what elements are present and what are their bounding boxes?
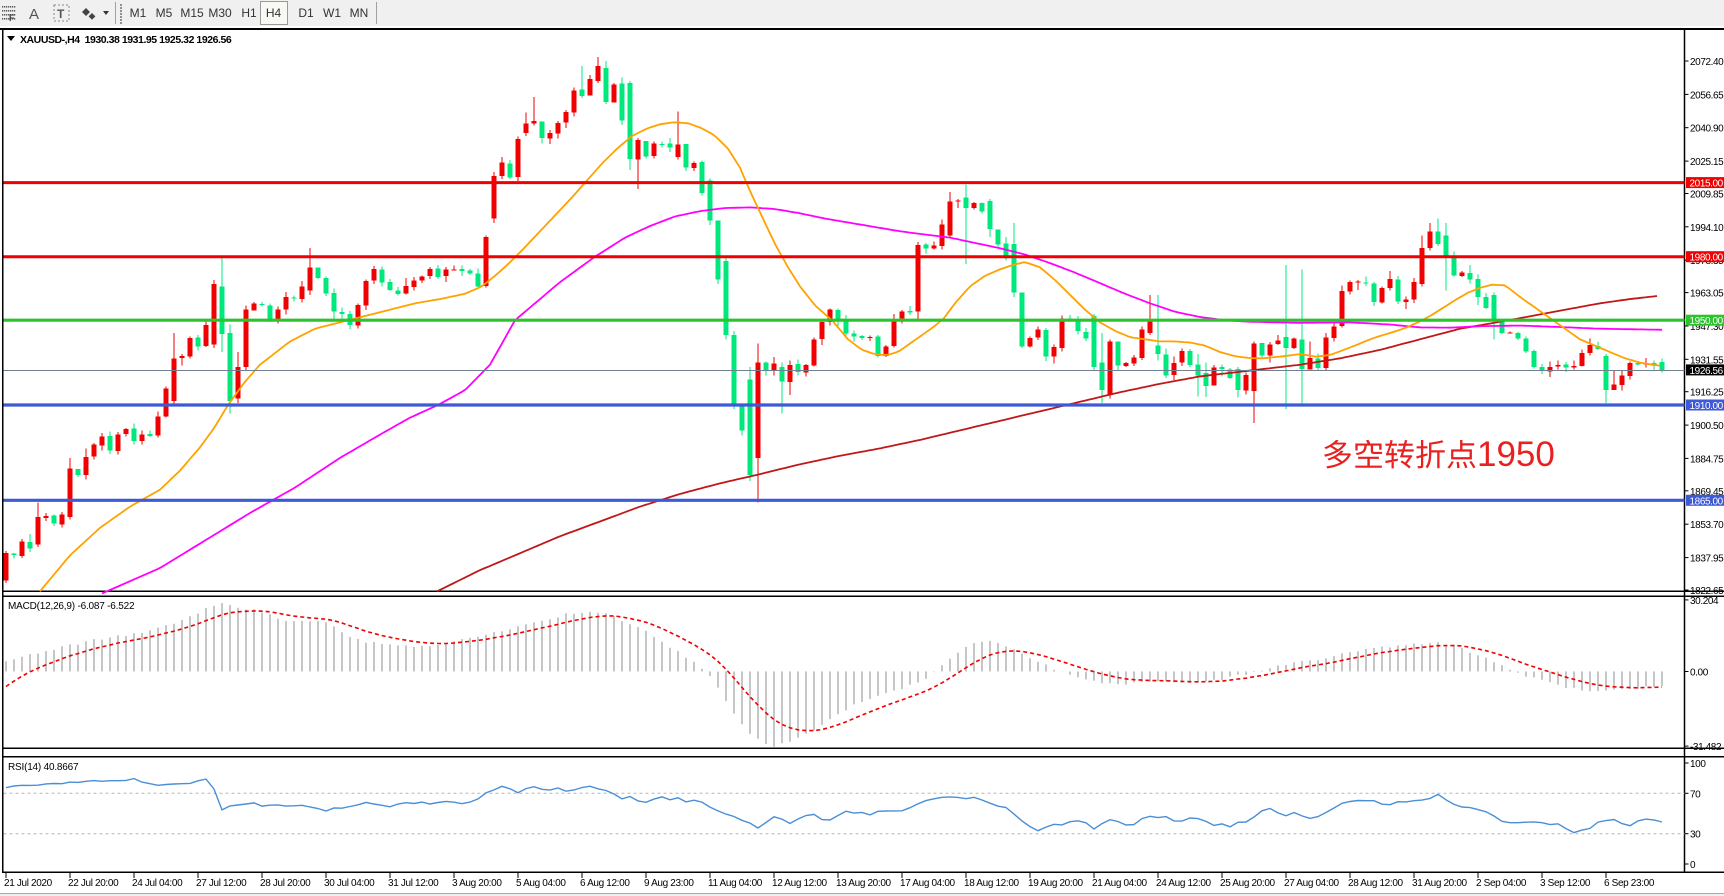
svg-text:9 Aug 23:00: 9 Aug 23:00 xyxy=(644,878,694,889)
svg-text:1853.70: 1853.70 xyxy=(1690,520,1724,531)
svg-text:XAUUSD-,H4 1930.38 1931.95 19: XAUUSD-,H4 1930.38 1931.95 1925.32 1926.… xyxy=(20,34,232,46)
svg-text:F: F xyxy=(9,13,15,23)
svg-text:2072.40: 2072.40 xyxy=(1690,57,1724,68)
svg-text:2009.85: 2009.85 xyxy=(1690,190,1724,201)
svg-text:28 Jul 20:00: 28 Jul 20:00 xyxy=(260,878,311,889)
svg-text:1910.00: 1910.00 xyxy=(1690,401,1724,412)
svg-text:3 Sep 12:00: 3 Sep 12:00 xyxy=(1540,878,1591,889)
svg-text:2 Sep 04:00: 2 Sep 04:00 xyxy=(1476,878,1527,889)
svg-text:21 Aug 04:00: 21 Aug 04:00 xyxy=(1092,878,1148,889)
svg-text:1822.65: 1822.65 xyxy=(1690,586,1724,597)
svg-text:H1: H1 xyxy=(241,6,257,20)
svg-text:2015.00: 2015.00 xyxy=(1690,179,1724,190)
svg-text:0: 0 xyxy=(1690,860,1696,871)
svg-text:19 Aug 20:00: 19 Aug 20:00 xyxy=(1028,878,1084,889)
svg-text:1947.30: 1947.30 xyxy=(1690,322,1724,333)
svg-text:6 Aug 12:00: 6 Aug 12:00 xyxy=(580,878,630,889)
svg-text:1950.00: 1950.00 xyxy=(1690,316,1724,327)
svg-text:1950: 1950 xyxy=(1477,435,1555,474)
svg-text:12 Aug 12:00: 12 Aug 12:00 xyxy=(772,878,828,889)
svg-text:M5: M5 xyxy=(156,6,173,20)
svg-text:100: 100 xyxy=(1690,759,1706,770)
svg-text:1916.25: 1916.25 xyxy=(1690,388,1724,399)
svg-text:28 Aug 12:00: 28 Aug 12:00 xyxy=(1348,878,1404,889)
svg-text:31 Aug 20:00: 31 Aug 20:00 xyxy=(1412,878,1468,889)
svg-text:2040.90: 2040.90 xyxy=(1690,124,1724,135)
svg-text:1865.00: 1865.00 xyxy=(1690,496,1724,507)
svg-text:1931.55: 1931.55 xyxy=(1690,355,1724,366)
svg-text:6 Sep 23:00: 6 Sep 23:00 xyxy=(1604,878,1655,889)
svg-text:H4: H4 xyxy=(266,6,282,20)
svg-text:24 Aug 12:00: 24 Aug 12:00 xyxy=(1156,878,1212,889)
svg-text:1926.56: 1926.56 xyxy=(1690,366,1724,377)
svg-text:27 Jul 12:00: 27 Jul 12:00 xyxy=(196,878,247,889)
svg-text:1963.05: 1963.05 xyxy=(1690,289,1724,300)
svg-text:27 Aug 04:00: 27 Aug 04:00 xyxy=(1284,878,1340,889)
svg-text:2025.15: 2025.15 xyxy=(1690,157,1724,168)
svg-text:1994.10: 1994.10 xyxy=(1690,223,1724,234)
svg-text:3 Aug 20:00: 3 Aug 20:00 xyxy=(452,878,502,889)
svg-text:31 Jul 12:00: 31 Jul 12:00 xyxy=(388,878,439,889)
svg-text:T: T xyxy=(57,7,65,21)
svg-text:17 Aug 04:00: 17 Aug 04:00 xyxy=(900,878,956,889)
svg-text:30.204: 30.204 xyxy=(1690,596,1719,607)
svg-text:M15: M15 xyxy=(180,6,204,20)
svg-text:D1: D1 xyxy=(298,6,314,20)
svg-text:0.00: 0.00 xyxy=(1690,668,1709,679)
svg-text:W1: W1 xyxy=(323,6,341,20)
svg-text:70: 70 xyxy=(1690,789,1701,800)
svg-text:30 Jul 04:00: 30 Jul 04:00 xyxy=(324,878,375,889)
svg-text:M30: M30 xyxy=(208,6,232,20)
svg-text:13 Aug 20:00: 13 Aug 20:00 xyxy=(836,878,892,889)
svg-text:25 Aug 20:00: 25 Aug 20:00 xyxy=(1220,878,1276,889)
svg-text:2056.65: 2056.65 xyxy=(1690,90,1724,101)
svg-text:1884.75: 1884.75 xyxy=(1690,454,1724,465)
svg-text:1869.45: 1869.45 xyxy=(1690,487,1724,498)
svg-text:1837.95: 1837.95 xyxy=(1690,554,1724,565)
svg-text:MN: MN xyxy=(350,6,369,20)
svg-text:18 Aug 12:00: 18 Aug 12:00 xyxy=(964,878,1020,889)
svg-text:RSI(14) 40.8667: RSI(14) 40.8667 xyxy=(8,762,79,773)
svg-text:24 Jul 04:00: 24 Jul 04:00 xyxy=(132,878,183,889)
svg-text:30: 30 xyxy=(1690,830,1701,841)
svg-text:21 Jul 2020: 21 Jul 2020 xyxy=(4,878,53,889)
svg-text:A: A xyxy=(29,6,39,23)
svg-text:1980.00: 1980.00 xyxy=(1690,253,1724,264)
svg-text:1900.50: 1900.50 xyxy=(1690,421,1724,432)
svg-text:5 Aug 04:00: 5 Aug 04:00 xyxy=(516,878,566,889)
svg-text:M1: M1 xyxy=(130,6,147,20)
svg-text:-31.482: -31.482 xyxy=(1690,742,1722,753)
svg-text:MACD(12,26,9) -6.087 -6.522: MACD(12,26,9) -6.087 -6.522 xyxy=(8,601,135,612)
svg-text:22 Jul 20:00: 22 Jul 20:00 xyxy=(68,878,119,889)
svg-text:11 Aug 04:00: 11 Aug 04:00 xyxy=(708,878,763,889)
